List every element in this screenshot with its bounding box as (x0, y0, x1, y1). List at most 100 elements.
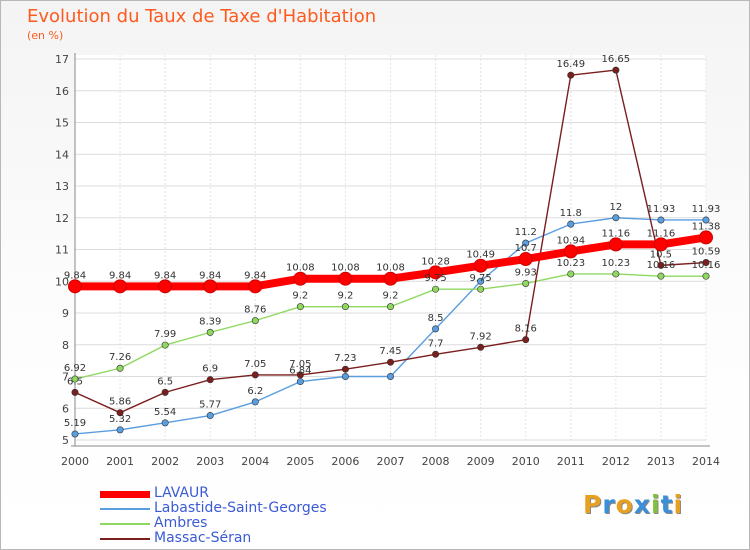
data-label: 6.2 (247, 386, 263, 397)
data-label: 16.49 (556, 59, 585, 70)
data-label: 8.5 (428, 313, 444, 324)
series-point-2 (477, 285, 485, 293)
y-tick-label: 12 (55, 212, 69, 225)
y-tick-label: 7 (62, 371, 69, 384)
data-label: 6.84 (289, 366, 311, 377)
series-point-2 (71, 375, 79, 383)
x-tick-label: 2013 (647, 455, 675, 468)
data-label: 9.2 (383, 291, 399, 302)
data-label: 9.93 (515, 267, 537, 278)
series-point-2 (116, 364, 124, 372)
chart-title: Evolution du Taux de Taxe d'Habitation (27, 6, 377, 27)
data-label: 12 (609, 202, 622, 213)
series-point-3 (386, 358, 394, 366)
series-point-3 (116, 409, 124, 417)
data-label: 6.92 (64, 363, 86, 374)
series-point-0 (248, 279, 263, 294)
y-tick-label: 13 (55, 180, 69, 193)
series-point-0 (158, 279, 173, 294)
data-label: 6.5 (157, 376, 173, 387)
data-label: 10.23 (602, 258, 631, 269)
series-point-2 (296, 303, 304, 311)
legend-label: Massac-Séran (154, 530, 252, 546)
series-point-2 (612, 270, 620, 278)
series-point-0 (563, 244, 578, 259)
data-label: 7.23 (334, 353, 356, 364)
series-point-1 (702, 216, 710, 224)
series-point-1 (657, 216, 665, 224)
data-label: 8.76 (244, 305, 266, 316)
series-point-1 (296, 378, 304, 386)
x-tick-label: 2011 (557, 455, 585, 468)
y-tick-label: 10 (55, 275, 69, 288)
series-point-3 (567, 71, 575, 79)
data-label: 5.54 (154, 407, 176, 418)
series-point-2 (657, 272, 665, 280)
data-label: 11.16 (602, 228, 631, 239)
data-label: 8.39 (199, 316, 221, 327)
legend-item: Massac-Séran (100, 530, 400, 547)
x-tick-label: 2009 (467, 455, 495, 468)
y-tick-label: 16 (55, 85, 69, 98)
series-point-0 (293, 271, 308, 286)
series-point-3 (296, 371, 304, 379)
x-tick-label: 2008 (422, 455, 450, 468)
series-point-0 (699, 230, 713, 245)
y-tick-label: 14 (55, 148, 69, 161)
x-tick-label: 2004 (241, 455, 269, 468)
legend-swatch (100, 538, 150, 540)
data-label: 10.59 (692, 247, 721, 258)
series-point-3 (206, 376, 214, 384)
proxiti-logo: Proxiti (583, 490, 684, 519)
series-point-1 (206, 412, 214, 420)
series-point-0 (518, 252, 533, 267)
series-point-0 (203, 279, 218, 294)
series-point-3 (341, 365, 349, 373)
series-point-1 (432, 325, 440, 333)
series-point-0 (608, 237, 623, 252)
data-label: 5.77 (199, 400, 221, 411)
series-point-2 (702, 272, 710, 280)
series-point-0 (68, 279, 82, 294)
series-point-3 (251, 371, 259, 379)
series-point-2 (522, 279, 530, 287)
series-point-3 (161, 388, 169, 396)
x-tick-label: 2010 (512, 455, 540, 468)
data-label: 10.16 (692, 260, 721, 271)
legend-swatch (100, 523, 150, 525)
series-point-2 (161, 341, 169, 349)
series-point-2 (567, 270, 575, 278)
series-point-2 (432, 285, 440, 293)
data-label: 9.75 (424, 273, 446, 284)
data-label: 5.19 (64, 418, 86, 429)
data-label: 10.16 (647, 260, 676, 271)
legend-swatch (100, 491, 150, 498)
series-point-0 (653, 237, 668, 252)
x-tick-label: 2002 (151, 455, 179, 468)
x-tick-label: 2001 (106, 455, 134, 468)
data-label: 7.05 (244, 359, 266, 370)
y-tick-label: 11 (55, 244, 69, 257)
data-label: 5.32 (109, 414, 131, 425)
series-point-3 (702, 259, 710, 267)
x-tick-label: 2005 (286, 455, 314, 468)
x-tick-label: 2007 (377, 455, 405, 468)
series-point-1 (161, 419, 169, 427)
data-label: 9.84 (154, 270, 176, 281)
data-label: 9.2 (292, 291, 308, 302)
legend-label: Labastide-Saint-Georges (154, 500, 327, 516)
data-label: 6.9 (202, 364, 218, 375)
data-label: 10.08 (286, 263, 315, 274)
y-tick-label: 17 (55, 53, 69, 66)
series-point-3 (432, 350, 440, 358)
series-point-1 (251, 398, 259, 406)
data-label: 9.2 (337, 291, 353, 302)
data-label: 10.5 (650, 249, 672, 260)
x-tick-label: 2006 (331, 455, 359, 468)
series-point-3 (522, 336, 530, 344)
legend-label: LAVAUR (154, 485, 210, 501)
data-label: 11.8 (560, 208, 582, 219)
legend-item: Ambres (100, 515, 400, 532)
series-point-0 (383, 271, 398, 286)
